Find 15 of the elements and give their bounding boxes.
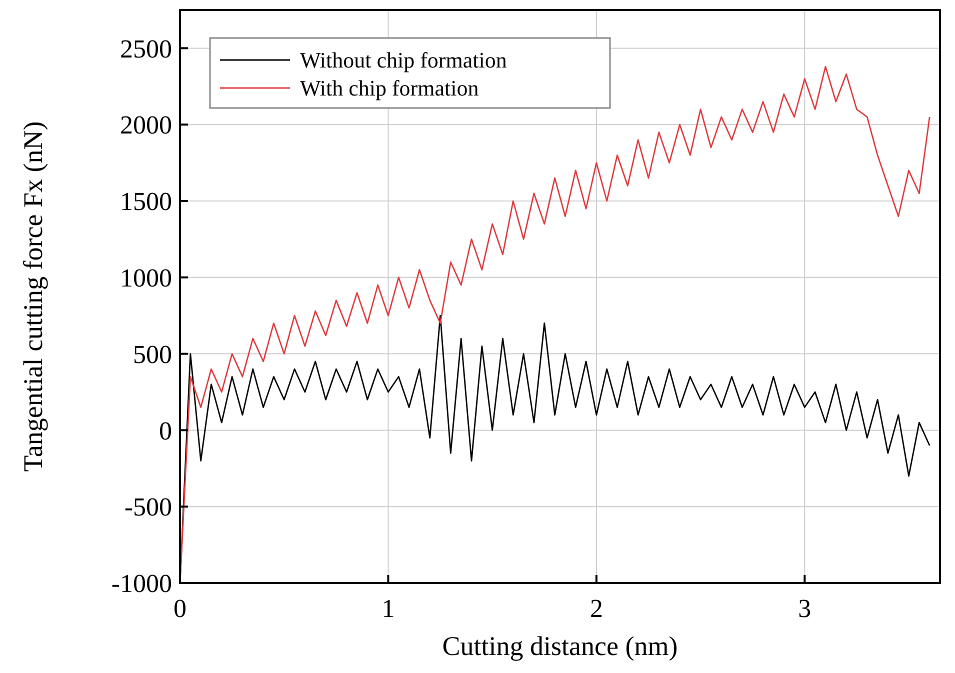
x-axis-title: Cutting distance (nm) (442, 631, 678, 661)
y-tick-label: 1500 (120, 187, 172, 216)
x-tick-label: 3 (798, 594, 812, 623)
y-axis-title: Tangential cutting force Fx (nN) (18, 121, 48, 472)
y-tick-label: 2000 (120, 110, 172, 140)
x-tick-label: 2 (590, 594, 603, 623)
x-tick-label: 1 (382, 594, 395, 623)
y-tick-label: 0 (159, 416, 172, 446)
y-tick-label: 1000 (120, 264, 172, 292)
y-tick-label: 2500 (120, 34, 172, 64)
y-tick-label: -1000 (111, 569, 172, 598)
legend-label: Without chip formation (300, 48, 507, 73)
legend-label: With chip formation (300, 76, 479, 101)
y-tick-label: -500 (124, 492, 172, 522)
y-tick-label: 500 (133, 340, 172, 369)
